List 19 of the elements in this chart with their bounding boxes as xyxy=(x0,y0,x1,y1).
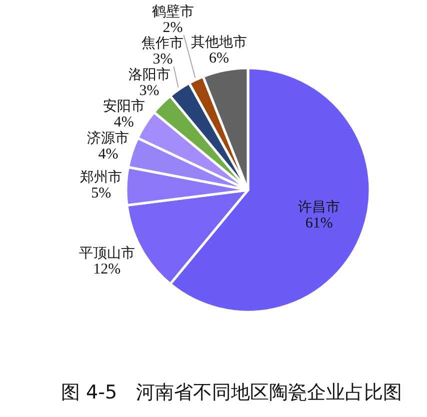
slice-label: 济源市 xyxy=(87,130,130,146)
text: 图 4-5 河南省不同地区陶瓷企业占比图 xyxy=(61,382,402,404)
slice-label: 平顶山市 xyxy=(78,245,135,262)
data-label: 4% xyxy=(98,146,118,162)
slice-label: 鹤壁市 xyxy=(152,4,194,20)
slice-label: 郑州市 xyxy=(80,170,122,186)
data-label: 3% xyxy=(152,52,173,68)
data-label: 61% xyxy=(305,216,333,232)
data-label: 5% xyxy=(91,186,112,202)
data-label: 4% xyxy=(114,114,134,130)
slice-label: 安阳市 xyxy=(102,98,145,114)
slice-label: 许昌市 xyxy=(298,200,340,216)
slice-label: 焦作市 xyxy=(142,36,184,52)
data-label: 2% xyxy=(162,20,183,36)
slice-label: 其他地市 xyxy=(190,34,247,51)
data-label: 12% xyxy=(93,261,121,278)
slice-label: 洛阳市 xyxy=(128,66,170,83)
data-label: 6% xyxy=(208,50,229,67)
data-label: 3% xyxy=(139,82,160,99)
